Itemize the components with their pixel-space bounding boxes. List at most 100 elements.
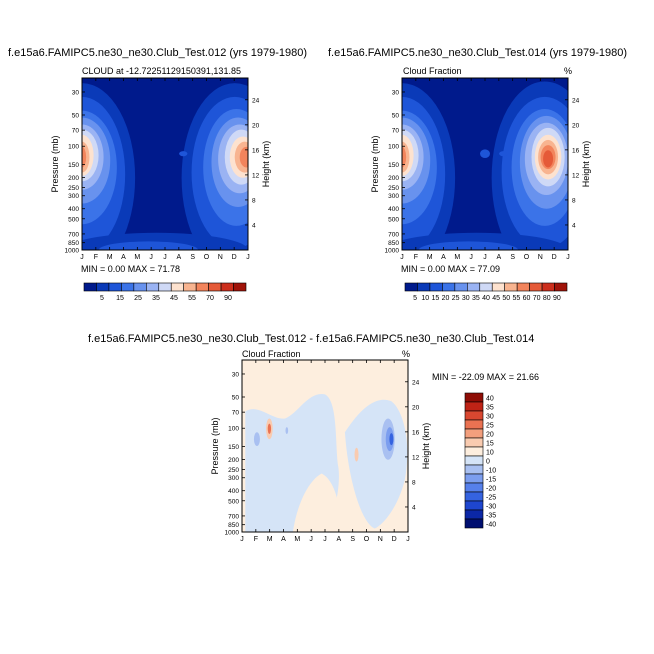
- x-tick-label: M: [107, 254, 113, 261]
- feature-apr-negative: [285, 427, 289, 434]
- x-tick-label: A: [281, 536, 286, 543]
- x-tick-label: J: [400, 254, 404, 261]
- pressure-tick-label: 100: [228, 426, 239, 433]
- x-tick-label: J: [149, 254, 153, 261]
- colorbar-label: 15: [431, 295, 439, 302]
- x-tick-label: M: [454, 254, 460, 261]
- height-tick-label: 4: [412, 504, 416, 511]
- x-tick-label: J: [163, 254, 167, 261]
- height-tick-label: 16: [572, 147, 580, 154]
- height-tick-label: 12: [412, 454, 420, 461]
- feature-feb-positive-core: [267, 423, 272, 434]
- pressure-tick-label: 850: [388, 240, 399, 247]
- colorbar-box: [467, 282, 481, 292]
- contour-spot-2: [480, 149, 490, 158]
- colorbar-label: -35: [486, 512, 496, 519]
- panel3-colorbar: 40 35 30 25 20 15 10 0 -10 -15 -20 -25 -30 -35 -40: [464, 392, 496, 528]
- colorbar-box: [208, 282, 222, 292]
- x-tick-label: D: [552, 254, 557, 261]
- pressure-tick-label: 30: [392, 89, 400, 96]
- x-tick-label: J: [240, 536, 244, 543]
- colorbar-box: [504, 282, 518, 292]
- colorbar-box: [121, 282, 135, 292]
- colorbar-box: [220, 282, 234, 292]
- pressure-tick-label: 30: [232, 371, 240, 378]
- pressure-tick-label: 250: [388, 185, 399, 192]
- x-tick-label: J: [323, 536, 327, 543]
- pressure-tick-label: 150: [228, 444, 239, 451]
- colorbar-label: 5: [100, 295, 104, 302]
- panel2-units: %: [564, 66, 573, 76]
- colorbar-label: 70: [533, 295, 541, 302]
- y-axis-label-right: Height (km): [261, 141, 271, 188]
- height-tick-label: 20: [412, 404, 420, 411]
- colorbar-label: 90: [224, 295, 232, 302]
- colorbar-label: 20: [486, 431, 494, 438]
- colorbar-label: -30: [486, 503, 496, 510]
- x-tick-label: F: [254, 536, 258, 543]
- x-tick-label: A: [121, 254, 126, 261]
- pressure-tick-label: 700: [228, 513, 239, 520]
- x-tick-label: D: [232, 254, 237, 261]
- pressure-tick-label: 500: [68, 216, 79, 223]
- pressure-tick-label: 400: [388, 206, 399, 213]
- panel1-minmax: MIN = 0.00 MAX = 71.78: [81, 264, 181, 274]
- contour-spot: [179, 151, 188, 157]
- x-tick-label: S: [510, 254, 515, 261]
- panel1-title: f.e15a6.FAMIPC5.ne30_ne30.Club_Test.012 …: [8, 47, 308, 59]
- pressure-tick-label: 700: [68, 231, 79, 238]
- colorbar-box: [417, 282, 431, 292]
- colorbar-label: 60: [523, 295, 531, 302]
- feature-jan-negative: [253, 432, 260, 446]
- colorbar-label: 55: [512, 295, 520, 302]
- x-tick-label: M: [427, 254, 433, 261]
- pressure-tick-label: 70: [232, 410, 240, 417]
- pressure-tick-label: 200: [388, 175, 399, 182]
- colorbar-label: 90: [553, 295, 561, 302]
- colorbar-box: [404, 282, 418, 292]
- pressure-tick-label: 50: [392, 112, 400, 119]
- height-tick-label: 24: [412, 379, 420, 386]
- colorbar-box: [464, 473, 484, 484]
- colorbar-box: [96, 282, 110, 292]
- pressure-tick-label: 150: [68, 162, 79, 169]
- colorbar-label: 80: [543, 295, 551, 302]
- y-axis-label: Pressure (mb): [370, 135, 380, 192]
- y-axis-label-right: Height (km): [581, 141, 591, 188]
- colorbar-label: -25: [486, 494, 496, 501]
- colorbar-box: [491, 282, 505, 292]
- colorbar-box: [516, 282, 530, 292]
- x-tick-label: S: [350, 536, 355, 543]
- panel1-colorbar: 5 15 25 35 45 55 70 90: [83, 282, 247, 302]
- colorbar-label: 25: [452, 295, 460, 302]
- colorbar-label: 10: [421, 295, 429, 302]
- panel2-title: f.e15a6.FAMIPC5.ne30_ne30.Club_Test.014 …: [328, 47, 628, 59]
- y-axis-label-right: Height (km): [421, 423, 431, 470]
- colorbar-box: [464, 491, 484, 502]
- pressure-tick-label: 70: [392, 128, 400, 135]
- colorbar-box: [170, 282, 184, 292]
- colorbar-box: [146, 282, 160, 292]
- x-tick-label: F: [414, 254, 418, 261]
- colorbar-label: 10: [486, 449, 494, 456]
- x-tick-label: O: [364, 536, 370, 543]
- pressure-tick-label: 400: [68, 206, 79, 213]
- colorbar-box: [83, 282, 97, 292]
- pressure-tick-label: 100: [68, 144, 79, 151]
- pressure-tick-label: 250: [68, 185, 79, 192]
- colorbar-label: 5: [413, 295, 417, 302]
- colorbar-box: [464, 428, 484, 439]
- contour-dec-8: [239, 146, 248, 168]
- colorbar-label: 70: [206, 295, 214, 302]
- pressure-tick-label: 200: [228, 457, 239, 464]
- colorbar-label: -10: [486, 467, 496, 474]
- pressure-tick-label: 850: [68, 240, 79, 247]
- colorbar-label: 45: [170, 295, 178, 302]
- x-tick-label: M: [294, 536, 300, 543]
- x-tick-label: A: [176, 254, 181, 261]
- panel1-subtitle: CLOUD at -12.72251129150391,131.85: [82, 66, 241, 76]
- height-tick-label: 20: [572, 122, 580, 129]
- x-tick-label: J: [469, 254, 473, 261]
